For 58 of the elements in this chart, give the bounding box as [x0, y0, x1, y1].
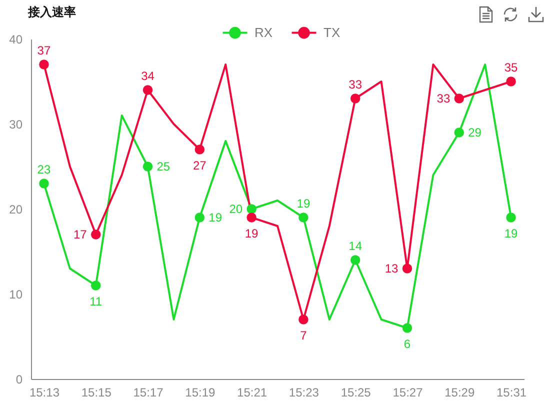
data-label: 19 [504, 226, 518, 240]
y-tick-label: 40 [9, 32, 23, 46]
data-label: 33 [348, 78, 362, 92]
point [350, 94, 360, 104]
point [454, 128, 464, 138]
point [90, 230, 101, 240]
legend-label: TX [324, 24, 340, 40]
data-label: 13 [384, 262, 399, 276]
point [194, 144, 205, 154]
x-tick-label: 15:19 [185, 386, 216, 400]
x-tick-label: 15:15 [81, 386, 112, 400]
y-tick-label: 10 [9, 288, 23, 302]
x-tick-label: 15:23 [288, 386, 320, 400]
point [194, 212, 205, 222]
data-label: 35 [504, 60, 518, 74]
data-label: 34 [141, 69, 155, 83]
data-label: 14 [348, 239, 362, 253]
point [298, 314, 308, 324]
data-label: 33 [436, 92, 450, 106]
chart-title: 接入速率 [28, 4, 76, 21]
data-label: 7 [300, 328, 308, 342]
point [39, 178, 49, 188]
data-label: 17 [74, 228, 88, 242]
point [246, 204, 256, 214]
y-tick-label: 0 [16, 372, 23, 386]
y-tick-label: 20 [9, 202, 23, 216]
data-label: 6 [404, 337, 411, 351]
point [402, 323, 412, 333]
y-tick-label: 30 [9, 118, 23, 132]
data-label: 23 [37, 162, 51, 176]
data-label: 19 [208, 210, 222, 224]
legend-label: RX [254, 24, 273, 40]
point [39, 60, 49, 70]
x-tick-label: 15:17 [133, 386, 164, 400]
x-tick-label: 15:21 [237, 386, 268, 400]
point [454, 94, 464, 104]
point [142, 85, 153, 95]
point [298, 212, 308, 222]
data-label: 19 [244, 226, 259, 240]
data-label: 27 [192, 158, 207, 172]
data-label: 20 [229, 202, 243, 216]
data-label: 29 [468, 126, 482, 140]
x-tick-label: 15:25 [340, 386, 372, 400]
data-label: 11 [90, 294, 102, 308]
point [350, 255, 360, 265]
point [90, 280, 101, 290]
point [402, 264, 412, 274]
point [506, 212, 516, 222]
x-tick-label: 15:27 [392, 386, 424, 400]
data-label: 37 [37, 44, 51, 58]
x-tick-label: 15:29 [444, 386, 475, 400]
x-tick-label: 15:31 [496, 386, 527, 400]
data-label: 19 [296, 196, 310, 210]
point [506, 76, 516, 86]
data-label: 25 [156, 160, 170, 174]
x-tick-label: 15:13 [29, 386, 60, 400]
point [246, 212, 256, 222]
point [142, 162, 153, 172]
